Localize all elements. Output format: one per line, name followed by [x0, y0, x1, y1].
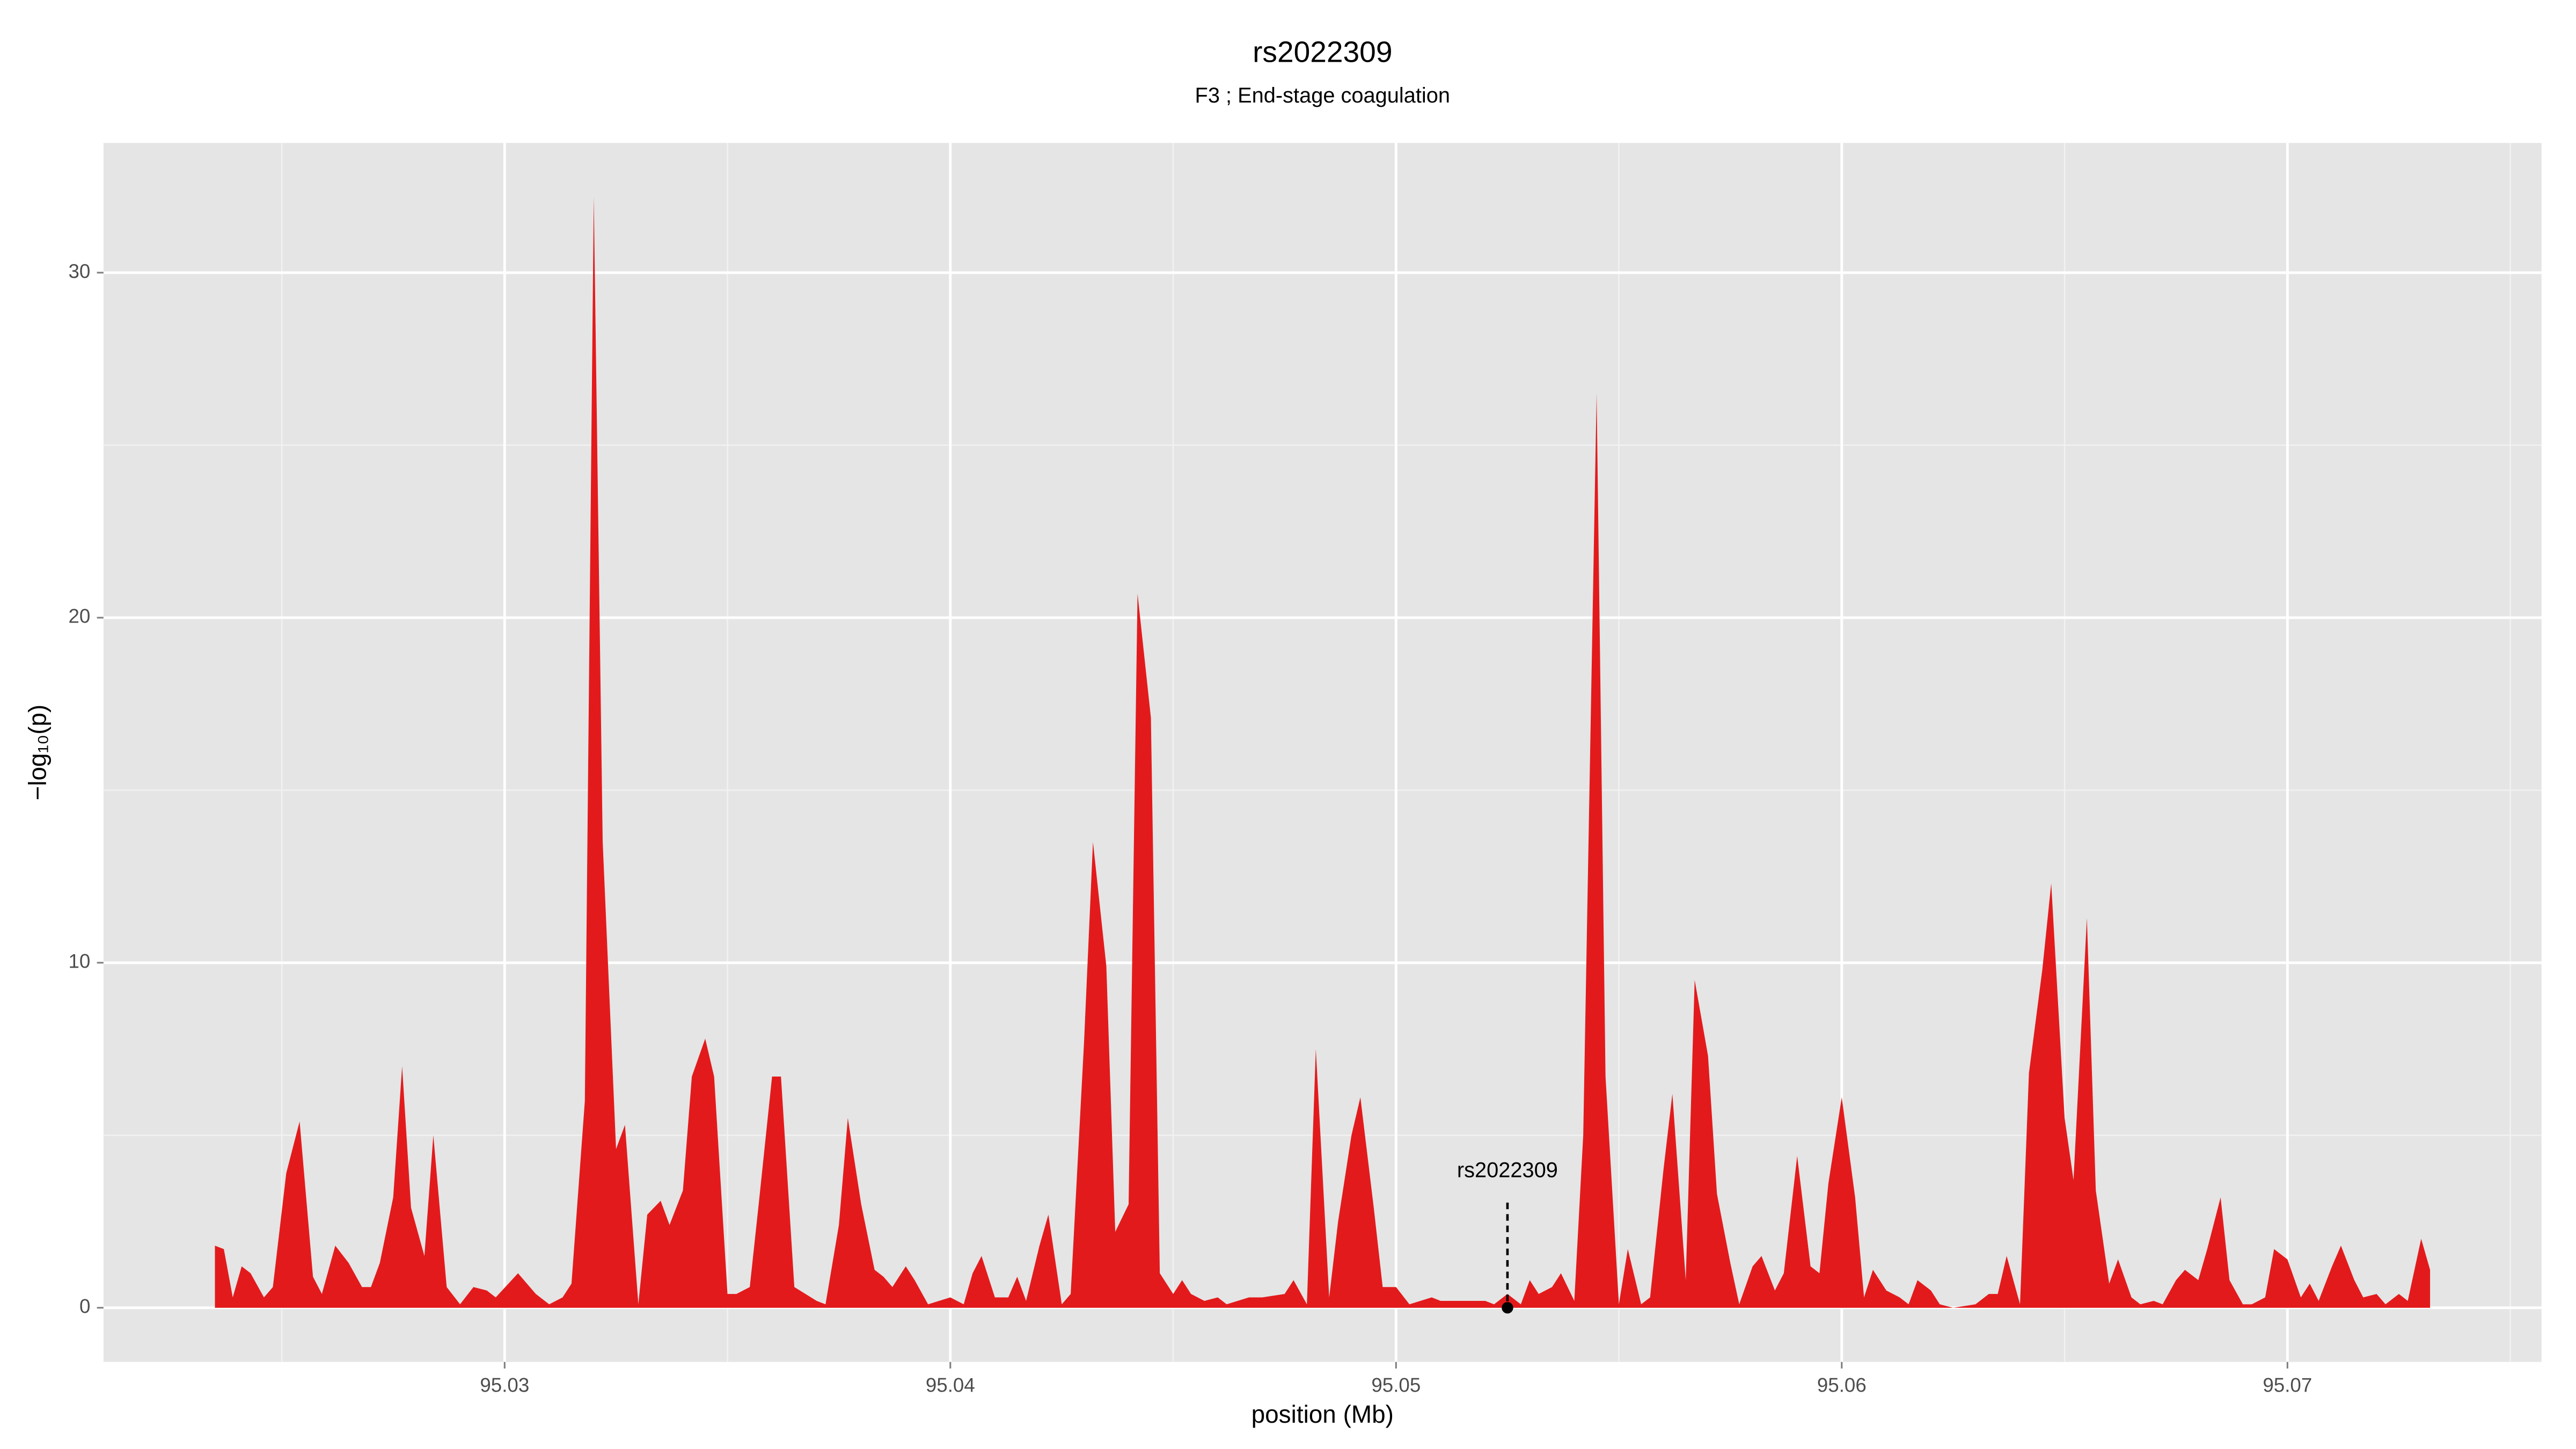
x-tick-label: 95.05	[1371, 1374, 1421, 1396]
plot-panel	[103, 143, 2542, 1362]
y-tick-label: 30	[69, 260, 91, 282]
x-axis-label: position (Mb)	[1252, 1400, 1394, 1428]
x-tick-label: 95.07	[2263, 1374, 2312, 1396]
y-tick-label: 10	[69, 950, 91, 972]
area	[215, 196, 2431, 1308]
annotation-point	[1502, 1302, 1513, 1314]
chart-title: rs2022309	[1253, 35, 1392, 69]
y-axis-label: −log₁₀(p)	[24, 705, 52, 801]
annotation-label: rs2022309	[1457, 1158, 1558, 1182]
chart-subtitle: F3 ; End-stage coagulation	[1195, 84, 1450, 107]
y-tick-label: 0	[79, 1296, 90, 1318]
y-tick-label: 20	[69, 605, 91, 627]
x-tick-label: 95.03	[480, 1374, 529, 1396]
x-tick-label: 95.04	[926, 1374, 975, 1396]
x-tick-label: 95.06	[1817, 1374, 1867, 1396]
